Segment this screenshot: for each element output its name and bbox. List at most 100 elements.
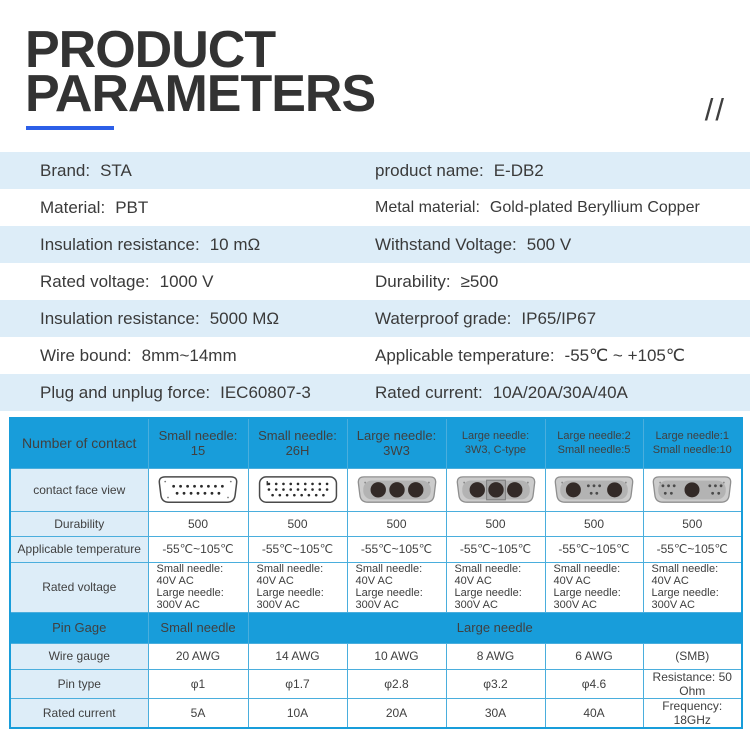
spec-label: Rated voltage: (40, 271, 150, 291)
page-title-line1: PRODUCT (25, 21, 276, 79)
spec-row-insulation-5000: Insulation resistance: 5000 MΩ Waterproof… (0, 300, 750, 337)
row-label-pin-type: Pin type (9, 668, 149, 699)
temperature-value: -55℃~105℃ (247, 535, 348, 563)
2w5-connector-icon (554, 475, 634, 503)
header-col-small-15: Small needle: 15 (147, 417, 249, 469)
page-title-line2: PARAMETERS (25, 65, 376, 123)
pin-type-resistance: Resistance: 50 Ohm (642, 668, 743, 699)
1w10-connector-icon (652, 475, 732, 503)
pin-type-value: φ3.2 (445, 668, 546, 699)
spec-row-plug-force: Plug and unplug force: IEC60807-3 Rated c… (0, 374, 750, 411)
rated-current-row: Rated current 5A 10A 20A 30A 40A Frequen… (9, 697, 743, 728)
header-col-large-3w3-ctype: Large needle: 3W3, C-type (445, 417, 546, 469)
contact-face-view-row: contact face view (9, 467, 743, 512)
spec-label: product name: (375, 160, 484, 180)
contact-face-cell (544, 467, 644, 512)
voltage-value: Small needle: 40V AC Large needle: 300V … (544, 561, 644, 613)
spec-value: 10 mΩ (209, 234, 261, 254)
voltage-value: Small needle: 40V AC Large needle: 300V … (445, 561, 546, 613)
db15-connector-icon (158, 475, 238, 503)
spec-row-rated-voltage: Rated voltage: 1000 V Durability: ≥500 (0, 263, 750, 300)
spec-value: IEC60807-3 (220, 382, 311, 402)
header-col-2w5: Large needle:2 Small needle:5 (544, 417, 644, 469)
row-label-durability: Durability (9, 510, 149, 537)
wire-gauge-value: 8 AWG (445, 642, 546, 670)
durability-row: Durability 500 500 500 500 500 500 (9, 510, 743, 537)
spec-value: IP65/IP67 (521, 308, 597, 328)
durability-value: 500 (247, 510, 348, 537)
spec-label: Withstand Voltage: (375, 234, 517, 254)
spec-value: ≥500 (460, 271, 499, 291)
row-label-rated-current: Rated current (9, 697, 149, 728)
contact-face-cell (445, 467, 546, 512)
decor-slashes-icon: // (704, 92, 726, 127)
temperature-value: -55℃~105℃ (147, 535, 249, 563)
header-col-1w10: Large needle:1 Small needle:10 (642, 417, 743, 469)
temperature-value: -55℃~105℃ (346, 535, 447, 563)
header-col-large-3w3: Large needle: 3W3 (346, 417, 447, 469)
wire-gauge-row: Wire gauge 20 AWG 14 AWG 10 AWG 8 AWG 6 … (9, 642, 743, 670)
voltage-value: Small needle: 40V AC Large needle: 300V … (346, 561, 447, 613)
wire-gauge-value: 6 AWG (544, 642, 644, 670)
spec-label: Insulation resistance: (40, 234, 200, 254)
voltage-value: Small needle: 40V AC Large needle: 300V … (642, 561, 743, 613)
spec-label: Rated current: (375, 382, 483, 402)
spec-label: Plug and unplug force: (40, 382, 211, 402)
db26h-connector-icon (258, 475, 337, 503)
durability-value: 500 (544, 510, 644, 537)
header-col-small-26h: Small needle: 26H (247, 417, 348, 469)
applicable-temperature-row: Applicable temperature -55℃~105℃ -55℃~10… (9, 535, 743, 563)
pin-gage-small-needle: Small needle (147, 611, 249, 644)
contact-face-cell (642, 467, 743, 512)
spec-value: Gold-plated Beryllium Copper (489, 198, 700, 216)
rated-voltage-row: Rated voltage Small needle: 40V AC Large… (9, 561, 743, 613)
spec-value: -55℃ ~ +105℃ (564, 345, 685, 365)
spec-label: Waterproof grade: (375, 308, 512, 328)
wire-gauge-value: 14 AWG (247, 642, 348, 670)
durability-value: 500 (346, 510, 447, 537)
contact-face-cell (346, 467, 447, 512)
spec-row-material: Material: PBT Metal material: Gold-plated … (0, 189, 750, 226)
spec-value: STA (100, 160, 132, 180)
durability-value: 500 (445, 510, 546, 537)
table-header-row: Number of contact Small needle: 15 Small… (9, 417, 743, 469)
spec-value: PBT (115, 197, 149, 217)
spec-label: Metal material: (375, 198, 480, 216)
spec-label: Applicable temperature: (375, 345, 555, 365)
row-label-contact-face-view: contact face view (9, 467, 149, 512)
contact-parameters-table: Number of contact Small needle: 15 Small… (9, 417, 743, 729)
contact-face-cell (147, 467, 249, 512)
row-label-applicable-temperature: Applicable temperature (9, 535, 149, 563)
3w3-ctype-connector-icon (456, 475, 535, 503)
row-label-rated-voltage: Rated voltage (9, 561, 149, 613)
spec-label: Material: (40, 197, 106, 217)
pin-type-value: φ4.6 (544, 668, 644, 699)
spec-label: Insulation resistance: (40, 308, 200, 328)
rated-current-value: 10A (247, 697, 348, 728)
wire-gauge-value: 20 AWG (147, 642, 249, 670)
pin-type-value: φ1 (147, 668, 249, 699)
spec-value: 500 V (526, 234, 572, 254)
voltage-value: Small needle: 40V AC Large needle: 300V … (147, 561, 249, 613)
spec-label: Wire bound: (40, 345, 132, 365)
spec-label: Brand: (40, 160, 91, 180)
wire-gauge-value: 10 AWG (346, 642, 447, 670)
spec-value: 1000 V (159, 271, 214, 291)
voltage-value: Small needle: 40V AC Large needle: 300V … (247, 561, 348, 613)
3w3-connector-icon (357, 475, 436, 503)
rated-current-value: 40A (544, 697, 644, 728)
rated-current-value: 5A (147, 697, 249, 728)
pin-type-value: φ2.8 (346, 668, 447, 699)
pin-type-value: φ1.7 (247, 668, 348, 699)
spec-value: E-DB2 (493, 160, 544, 180)
wire-gauge-value-smb: (SMB) (642, 642, 743, 670)
rated-current-value: 30A (445, 697, 546, 728)
page-title: PRODUCT PARAMETERS (25, 21, 376, 130)
pin-gage-large-needle: Large needle (247, 611, 743, 644)
spec-list: Brand: STA product name: E-DB2 Material: PB… (0, 152, 750, 411)
row-label-pin-gage: Pin Gage (9, 611, 149, 644)
title-underline-bar (26, 126, 114, 130)
spec-value: 5000 MΩ (209, 308, 280, 328)
contact-face-cell (247, 467, 348, 512)
spec-row-insulation-10: Insulation resistance: 10 mΩ Withstand Vo… (0, 226, 750, 263)
